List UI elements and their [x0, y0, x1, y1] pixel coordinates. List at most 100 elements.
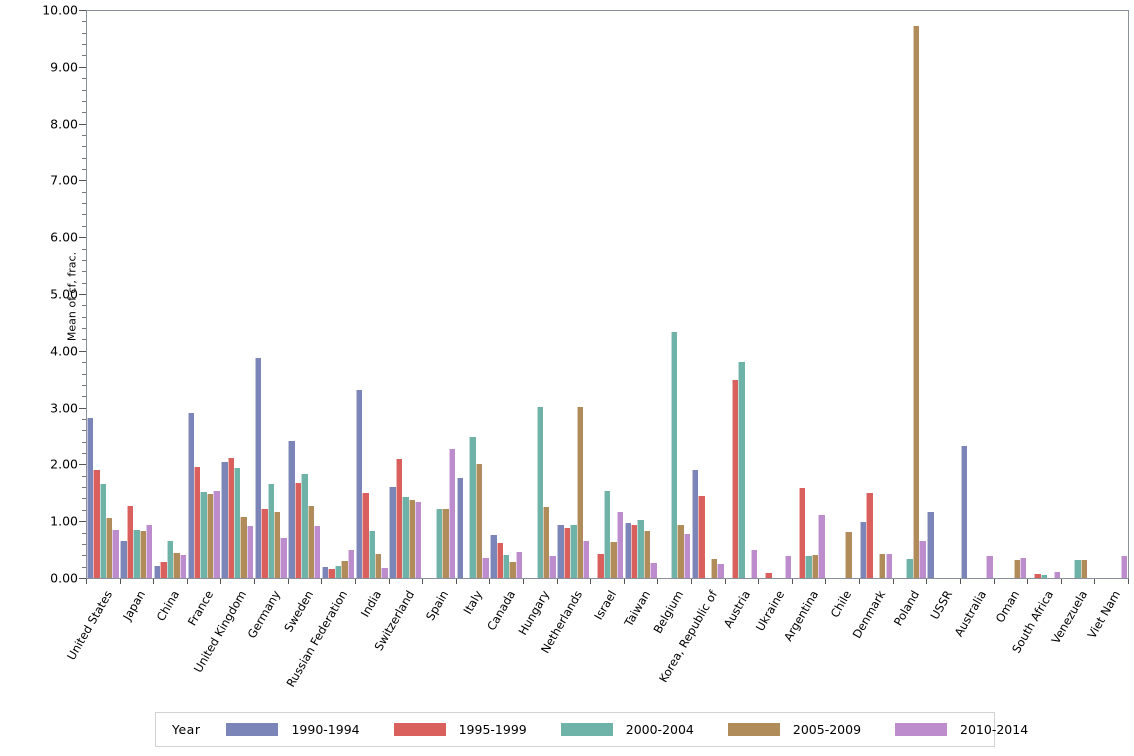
legend-label: 2005-2009: [792, 722, 862, 737]
y-minor-tick-mark: [82, 305, 86, 307]
x-tick-mark: [724, 579, 726, 584]
x-tick-mark: [959, 579, 961, 584]
x-tick-mark: [1060, 579, 1062, 584]
y-tick-label: 8.00: [50, 116, 78, 132]
bar: [986, 556, 993, 578]
y-minor-tick-mark: [82, 89, 86, 91]
bar: [643, 531, 651, 578]
bar: [469, 437, 476, 578]
bar: [133, 529, 140, 578]
bar: [221, 461, 228, 578]
x-tick-mark: [825, 579, 827, 584]
bar: [482, 558, 489, 578]
bar: [227, 457, 235, 578]
bar: [885, 554, 892, 578]
bar: [154, 566, 161, 578]
bar: [362, 492, 369, 578]
bar: [859, 522, 867, 578]
legend-label: 2010-2014: [960, 722, 1029, 737]
legend-item[interactable]: 1995-1999: [393, 722, 527, 737]
bar: [576, 407, 583, 578]
y-tick-mark: [79, 407, 86, 409]
bar: [731, 380, 739, 578]
bar: [671, 332, 678, 578]
bar: [765, 573, 772, 578]
x-tick-label: USSR: [927, 588, 956, 622]
y-minor-tick-mark: [82, 328, 86, 330]
x-tick-label: Spain: [422, 588, 452, 623]
legend-label: 1995-1999: [458, 722, 527, 737]
x-tick-mark: [791, 579, 793, 584]
bar: [650, 563, 657, 578]
bar: [341, 560, 348, 578]
y-minor-tick-mark: [82, 316, 86, 318]
x-tick-label: United States: [63, 588, 115, 663]
legend-item[interactable]: 2010-2014: [895, 722, 1028, 737]
bar: [334, 565, 342, 578]
bar: [879, 553, 886, 578]
x-tick-mark: [422, 579, 424, 584]
bar: [200, 492, 207, 578]
y-minor-tick-mark: [82, 214, 86, 216]
x-tick-label: Oman: [993, 588, 1023, 625]
bar: [368, 531, 375, 578]
bar: [106, 518, 113, 578]
x-axis-line: [86, 578, 1128, 579]
legend-item[interactable]: 2000-2004: [560, 722, 694, 737]
bar: [456, 478, 463, 578]
y-minor-tick-mark: [82, 441, 86, 443]
y-minor-tick-mark: [82, 532, 86, 534]
y-minor-tick-mark: [82, 271, 86, 273]
y-minor-tick-mark: [82, 112, 86, 114]
legend-color-swatch: [560, 723, 613, 736]
bar: [502, 554, 510, 578]
y-tick-label: 4.00: [50, 343, 78, 359]
bar: [307, 505, 315, 578]
bar: [254, 358, 262, 578]
y-minor-tick-mark: [82, 157, 86, 159]
y-minor-tick-mark: [82, 169, 86, 171]
x-tick-mark: [153, 579, 155, 584]
y-tick-label: 7.00: [50, 172, 78, 188]
bar: [173, 553, 180, 578]
bar: [784, 555, 792, 578]
x-tick-label: Chile: [827, 588, 855, 620]
bar: [738, 361, 745, 578]
x-tick-mark: [522, 579, 524, 584]
bar: [1034, 574, 1041, 578]
x-tick-mark: [354, 579, 356, 584]
x-tick-label: France: [184, 588, 216, 629]
bar: [187, 413, 195, 578]
bar: [322, 567, 329, 578]
x-tick-mark: [86, 579, 87, 584]
x-tick-label: Denmark: [849, 588, 889, 641]
bar: [414, 502, 422, 578]
y-minor-tick-mark: [82, 78, 86, 80]
x-tick-label: Belgium: [650, 588, 687, 636]
y-tick-mark: [79, 464, 86, 466]
y-tick-mark: [79, 123, 86, 125]
bar: [906, 559, 913, 578]
bar: [267, 483, 275, 578]
x-tick-label: Italy: [460, 588, 485, 617]
bar: [93, 470, 100, 578]
bar: [475, 463, 483, 578]
y-minor-tick-mark: [82, 396, 86, 398]
legend-item[interactable]: 1990-1994: [226, 722, 360, 737]
bar: [347, 549, 355, 578]
x-tick-mark: [455, 579, 457, 584]
legend-item[interactable]: 2005-2009: [727, 722, 862, 737]
x-tick-mark: [926, 579, 928, 584]
bar: [624, 523, 631, 578]
y-minor-tick-mark: [82, 134, 86, 136]
bar: [1074, 559, 1081, 578]
bar: [805, 556, 812, 578]
y-axis-line: [86, 10, 87, 579]
bar: [542, 507, 550, 578]
y-minor-tick-mark: [82, 362, 86, 364]
y-minor-tick-mark: [82, 373, 86, 375]
bar: [811, 555, 819, 578]
x-tick-mark: [993, 579, 995, 584]
x-tick-mark: [758, 579, 760, 584]
